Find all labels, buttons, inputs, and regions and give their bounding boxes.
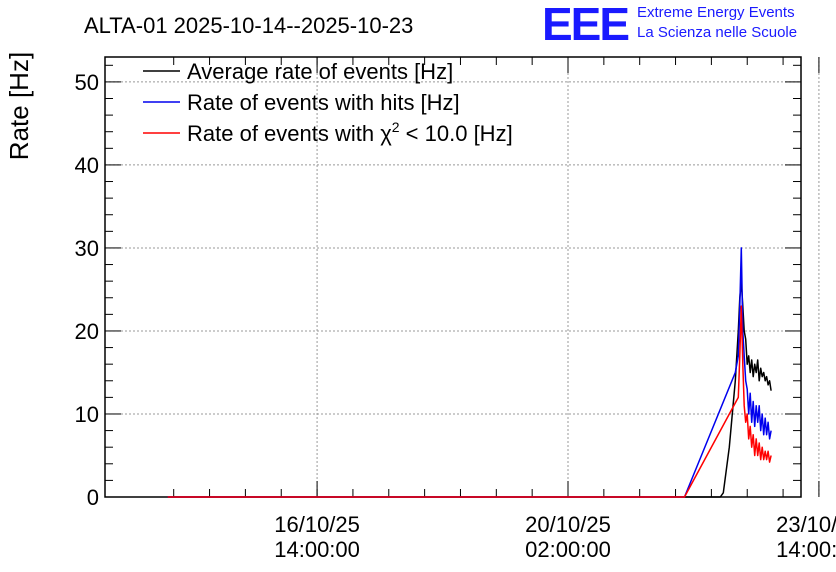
logo-line-1: Extreme Energy Events <box>637 4 795 21</box>
x-tick-label-time: 14:00:00 <box>274 537 360 562</box>
series-average-rate <box>167 280 772 498</box>
x-tick-label-time: 14:00:00 <box>776 537 836 562</box>
x-tick-label-time: 02:00:00 <box>525 537 611 562</box>
y-tick-label: 30 <box>75 236 99 261</box>
y-tick-label: 0 <box>87 485 99 510</box>
y-tick-label: 20 <box>75 319 99 344</box>
eee-logo: EEE <box>542 0 630 50</box>
logo-line-2: La Scienza nelle Scuole <box>637 24 798 41</box>
y-tick-label: 50 <box>75 70 99 95</box>
y-tick-label: 10 <box>75 402 99 427</box>
legend-label-average: Average rate of events [Hz] <box>187 59 453 84</box>
x-tick-label-date: 23/10/25 <box>776 512 836 537</box>
series-hits-rate <box>167 247 772 498</box>
legend-label-hits: Rate of events with hits [Hz] <box>187 90 460 115</box>
x-tick-label-date: 20/10/25 <box>525 512 611 537</box>
y-tick-label: 40 <box>75 153 99 178</box>
chart-title: ALTA-01 2025-10-14--2025-10-23 <box>84 13 413 38</box>
x-tick-label-date: 16/10/25 <box>274 512 360 537</box>
series-chi2-rate <box>167 305 772 498</box>
legend-label-chi2: Rate of events with χ2 < 10.0 [Hz] <box>187 119 513 146</box>
y-axis-label: Rate [Hz] <box>4 52 34 160</box>
